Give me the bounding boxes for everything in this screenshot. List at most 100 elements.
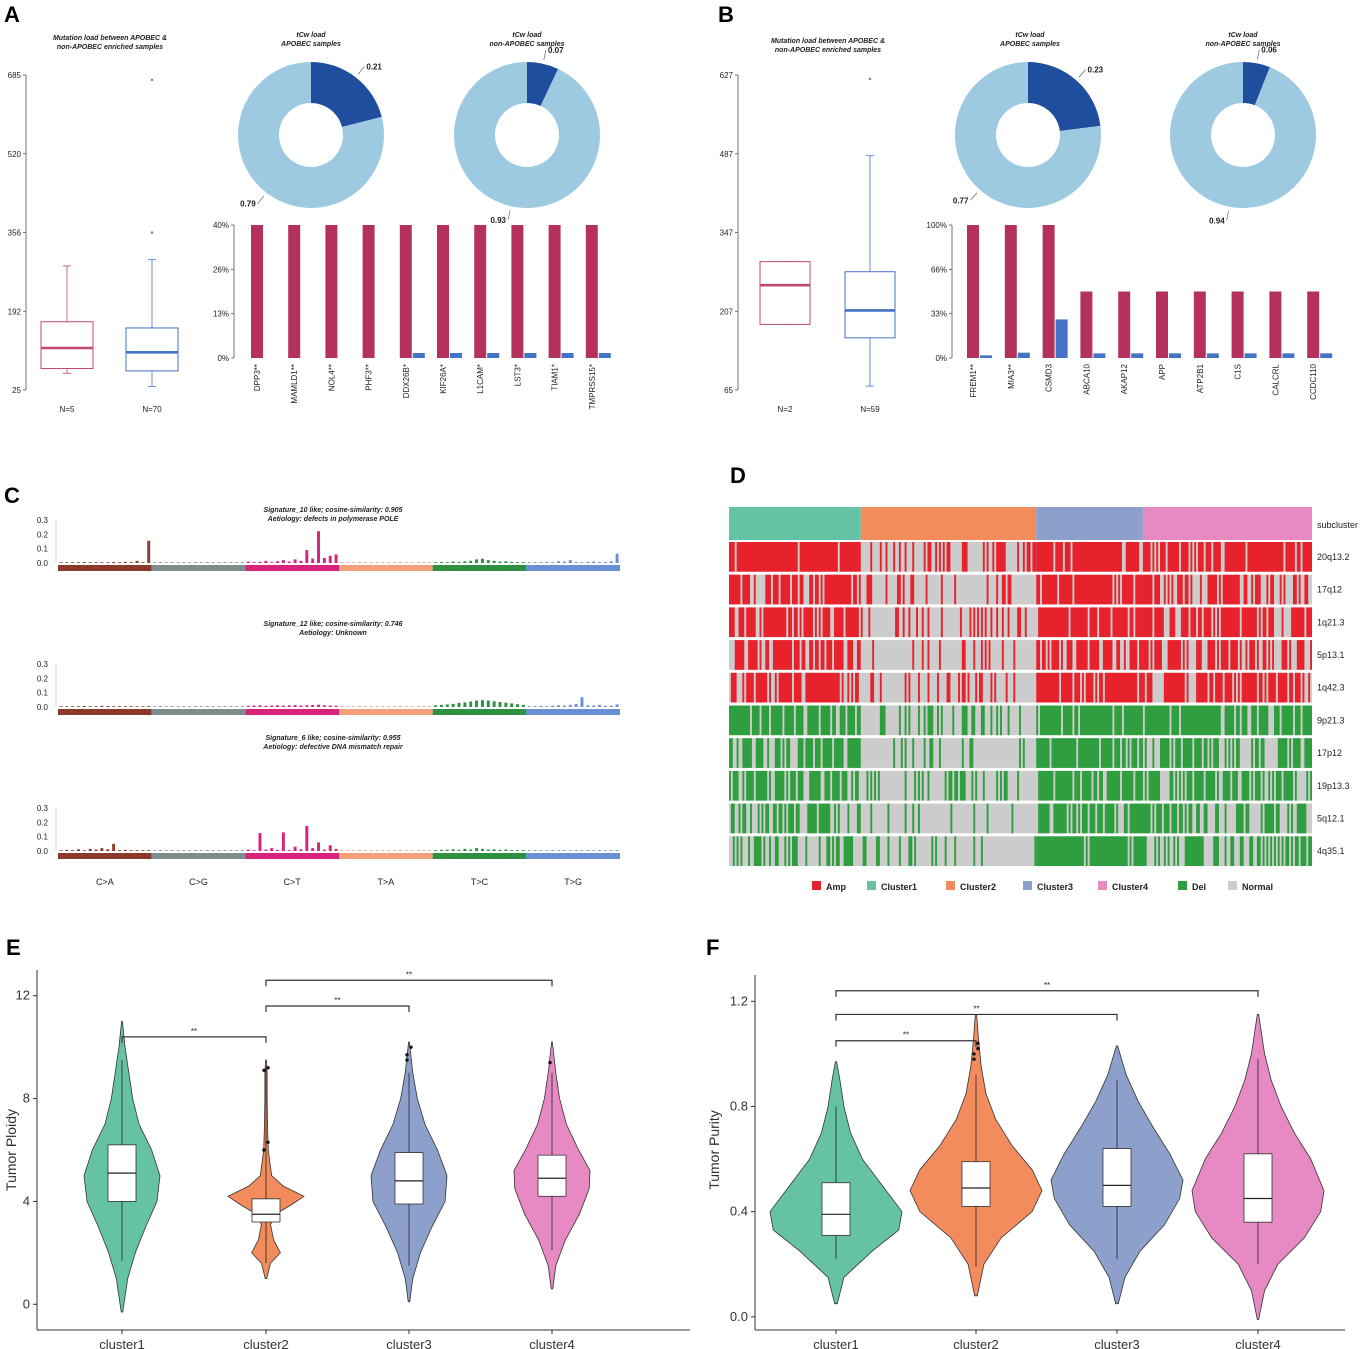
cnv-segment xyxy=(1213,542,1221,572)
cnv-segment xyxy=(1302,672,1305,703)
cnv-segment xyxy=(1272,640,1275,670)
cnv-segment xyxy=(757,803,760,834)
sig-bar xyxy=(299,705,303,707)
cnv-segment xyxy=(929,738,934,768)
cnv-segment xyxy=(1093,770,1098,801)
cnv-segment xyxy=(973,640,976,670)
sig-y-tick-label: 0.3 xyxy=(37,516,49,525)
cnv-segment xyxy=(1135,574,1143,605)
sig-bar xyxy=(317,704,320,707)
sig-group-strip xyxy=(151,853,246,859)
cnv-segment xyxy=(938,738,941,768)
sig-bar xyxy=(516,850,520,851)
cnv-segment xyxy=(1258,607,1261,638)
panel-e-violin: Tumor Ploidy 0 4 8 12 cluster1 cluster2 cluste… xyxy=(3,970,690,1349)
box-iqr xyxy=(759,261,811,325)
violin-y-tick-label: 1.2 xyxy=(730,993,748,1008)
cnv-segment xyxy=(1262,770,1265,801)
cnv-segment xyxy=(855,770,859,801)
cnv-segment xyxy=(1186,640,1189,670)
cnv-segment xyxy=(862,836,867,866)
cnv-segment xyxy=(910,574,915,605)
cnv-segment xyxy=(952,705,955,736)
cnv-segment xyxy=(1239,836,1244,866)
cnv-segment xyxy=(937,705,939,736)
cnv-segment xyxy=(732,770,739,801)
cnv-segment xyxy=(832,836,835,866)
cnv-segment xyxy=(1154,836,1157,866)
cnv-segment xyxy=(1080,705,1113,736)
cnv-segment xyxy=(736,542,798,572)
cnv-segment xyxy=(990,705,993,736)
bar-category-label: ABCA10 xyxy=(1082,363,1091,394)
cnv-segment xyxy=(1287,803,1290,834)
cnv-segment xyxy=(1064,542,1071,572)
cnv-row-label: 5p13.1 xyxy=(1317,650,1345,660)
cnv-segment xyxy=(1177,574,1183,605)
cnv-segment xyxy=(1150,640,1153,670)
cnv-segment xyxy=(1272,770,1275,801)
c-sig3-aetiology: Aetiology: defective DNA mismatch repair xyxy=(262,744,404,751)
cnv-segment xyxy=(1085,672,1094,703)
sig-bar xyxy=(328,555,332,563)
bar-category-label: ATP2B1 xyxy=(1196,363,1205,393)
cnv-segment xyxy=(1017,770,1020,801)
cnv-segment xyxy=(1072,542,1122,572)
sig-bar xyxy=(305,825,309,851)
cnv-segment xyxy=(1154,607,1164,638)
sig-bar xyxy=(299,560,303,563)
sig-group-strip xyxy=(432,709,527,715)
sig-bar xyxy=(557,705,560,707)
cnv-segment xyxy=(944,770,947,801)
cnv-segment xyxy=(1036,542,1054,572)
cnv-segment xyxy=(979,672,983,703)
sig-bar xyxy=(375,562,379,563)
sig-bar xyxy=(65,706,69,707)
significance-bracket xyxy=(835,990,1259,997)
sig-bar xyxy=(147,540,151,563)
cnv-segment xyxy=(908,836,913,866)
significance-label: ** xyxy=(334,996,340,1005)
cnv-segment xyxy=(1205,770,1216,801)
sig-bar xyxy=(118,706,121,707)
cnv-segment xyxy=(898,542,901,572)
cnv-segment xyxy=(1213,607,1216,638)
sig-bar xyxy=(199,706,203,707)
cnv-segment xyxy=(1262,607,1267,638)
sig-bar xyxy=(164,706,168,707)
cnv-segment xyxy=(912,803,915,834)
panel-a-barplot: 40% 26% 13% 0% DPP3** MAMLD1** NOL4** PHF3** DDX… xyxy=(213,221,611,409)
cnv-segment xyxy=(1194,542,1197,572)
cnv-segment xyxy=(1306,770,1309,801)
sig-bar xyxy=(463,561,467,563)
violin-y-tick-label: 0.4 xyxy=(730,1204,748,1219)
sig-bar xyxy=(510,703,514,707)
cluster-annotation-block xyxy=(1036,507,1143,540)
bar-non-apobec xyxy=(1131,353,1144,358)
sig-bar xyxy=(276,561,279,563)
cnv-segment xyxy=(1190,574,1193,605)
sig-bar xyxy=(199,562,203,563)
cnv-segment xyxy=(793,672,802,703)
sig-y-tick-label: 0.2 xyxy=(37,674,49,683)
cnv-segment xyxy=(1289,672,1294,703)
pie-slice-label: 0.94 xyxy=(1209,216,1225,225)
cnv-segment xyxy=(807,705,819,736)
cnv-segment xyxy=(935,542,938,572)
cnv-segment xyxy=(1234,672,1237,703)
cnv-segment xyxy=(1251,574,1254,605)
cnv-segment xyxy=(1220,607,1240,638)
c-sig1-aetiology: Aetiology: defects in polymerase POLE xyxy=(267,516,399,523)
panel-label-a: A xyxy=(4,2,20,27)
cnv-segment xyxy=(1260,803,1263,834)
cnv-segment xyxy=(1180,607,1189,638)
cnv-segment xyxy=(1059,574,1073,605)
violin-x-tick-label: cluster2 xyxy=(953,1337,999,1349)
sig-y-tick-label: 0.1 xyxy=(37,833,49,842)
cnv-row-label: 5q12.1 xyxy=(1317,813,1345,823)
cnv-segment xyxy=(1291,836,1294,866)
cnv-segment xyxy=(959,607,962,638)
cnv-segment xyxy=(1007,607,1010,638)
cnv-segment xyxy=(1139,640,1143,670)
sig-bar xyxy=(229,850,233,851)
